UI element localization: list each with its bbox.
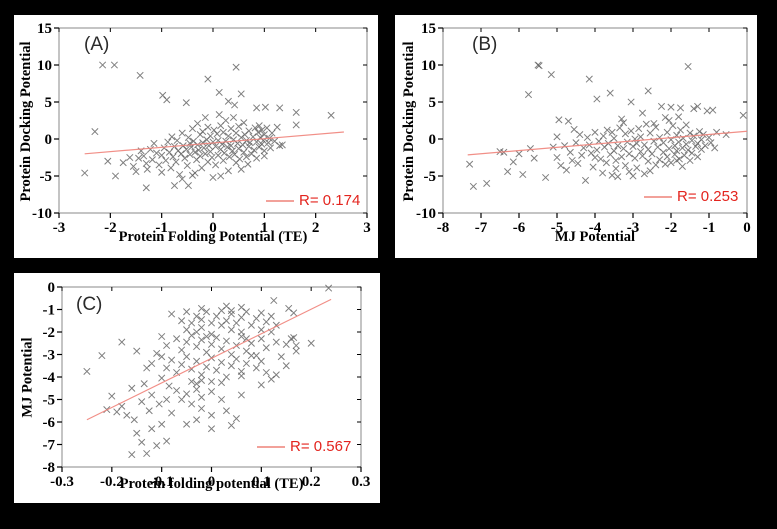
panel-a: -3 -2 -1 0 1 2 3 -10 -5 0 5 10 15 (A) Protein Dockin… [14,15,378,258]
svg-text:-4: -4 [589,220,602,236]
svg-text:-2: -2 [43,325,56,341]
svg-text:-5: -5 [424,169,437,185]
panel-letter-a: (A) [84,34,110,55]
y-axis-title-b: Protein Docking Potential [401,41,417,202]
svg-text:-5: -5 [43,393,56,409]
svg-text:-6: -6 [43,415,56,431]
svg-text:-4: -4 [43,370,56,386]
svg-text:-0.2: -0.2 [100,474,124,490]
svg-text:-0.3: -0.3 [50,474,74,490]
svg-text:-1: -1 [155,220,168,236]
correlation-legend-a: R= 0.174 [266,192,360,209]
x-axis-title-c: Protein folding potential (TE) [119,476,304,492]
panel-letter-c: (C) [76,294,103,315]
svg-text:-1: -1 [43,303,56,319]
trend-line-swatch [644,195,672,198]
correlation-legend-b: R= 0.253 [644,188,738,205]
svg-text:-7: -7 [43,438,56,454]
svg-text:0: 0 [48,280,56,296]
svg-text:0: 0 [209,220,217,236]
r-value-label: R= 0.567 [290,438,352,455]
svg-text:-6: -6 [513,220,526,236]
svg-text:-3: -3 [627,220,640,236]
svg-text:5: 5 [45,95,53,111]
svg-text:-2: -2 [665,220,678,236]
svg-text:-2: -2 [104,220,117,236]
panel-letter-b: (B) [472,34,498,55]
svg-text:3: 3 [363,220,371,236]
svg-text:-5: -5 [551,220,564,236]
r-value-label: R= 0.174 [299,192,361,209]
svg-text:10: 10 [421,58,436,74]
svg-text:-1: -1 [703,220,716,236]
svg-text:0.1: 0.1 [252,474,271,490]
svg-text:-8: -8 [437,220,450,236]
trend-line-swatch [266,199,294,202]
svg-text:1: 1 [261,220,269,236]
correlation-legend-c: R= 0.567 [257,438,351,455]
panel-c: -0.3 -0.2 -0.1 0 0.1 0.2 0.3 -8 -7 -6 -5 -4 -3 -2 -1 0 … [14,273,380,503]
y-axis-title-c: MJ Potential [19,337,36,418]
svg-text:10: 10 [37,58,52,74]
svg-text:-0.1: -0.1 [150,474,174,490]
svg-text:0: 0 [743,220,751,236]
svg-text:-10: -10 [416,206,436,222]
svg-text:0.3: 0.3 [352,474,371,490]
svg-text:5: 5 [429,95,437,111]
svg-text:15: 15 [37,21,52,37]
y-axis-title-a: Protein Docking Potential [18,41,34,202]
svg-text:-5: -5 [40,169,53,185]
svg-text:15: 15 [421,21,436,37]
svg-text:0.2: 0.2 [302,474,321,490]
svg-text:0: 0 [429,132,437,148]
svg-text:-3: -3 [43,348,56,364]
x-axis-title-a: Protein Folding Potential (TE) [118,229,308,245]
svg-text:2: 2 [312,220,320,236]
trend-line-swatch [257,445,285,448]
scatter-plot-c: -0.3 -0.2 -0.1 0 0.1 0.2 0.3 -8 -7 -6 -5 -4 -3 -2 -1 0 [43,280,371,490]
x-axis-title-b: MJ Potential [554,229,636,245]
svg-text:0: 0 [45,132,53,148]
r-value-label: R= 0.253 [677,188,739,205]
svg-text:0: 0 [208,474,216,490]
svg-text:-7: -7 [475,220,488,236]
svg-text:-8: -8 [43,460,56,476]
panel-b: -8 -7 -6 -5 -4 -3 -2 -1 0 -10 -5 0 5 10 15 (B) Protein… [395,15,757,258]
svg-text:-10: -10 [32,206,52,222]
svg-text:-3: -3 [53,220,66,236]
